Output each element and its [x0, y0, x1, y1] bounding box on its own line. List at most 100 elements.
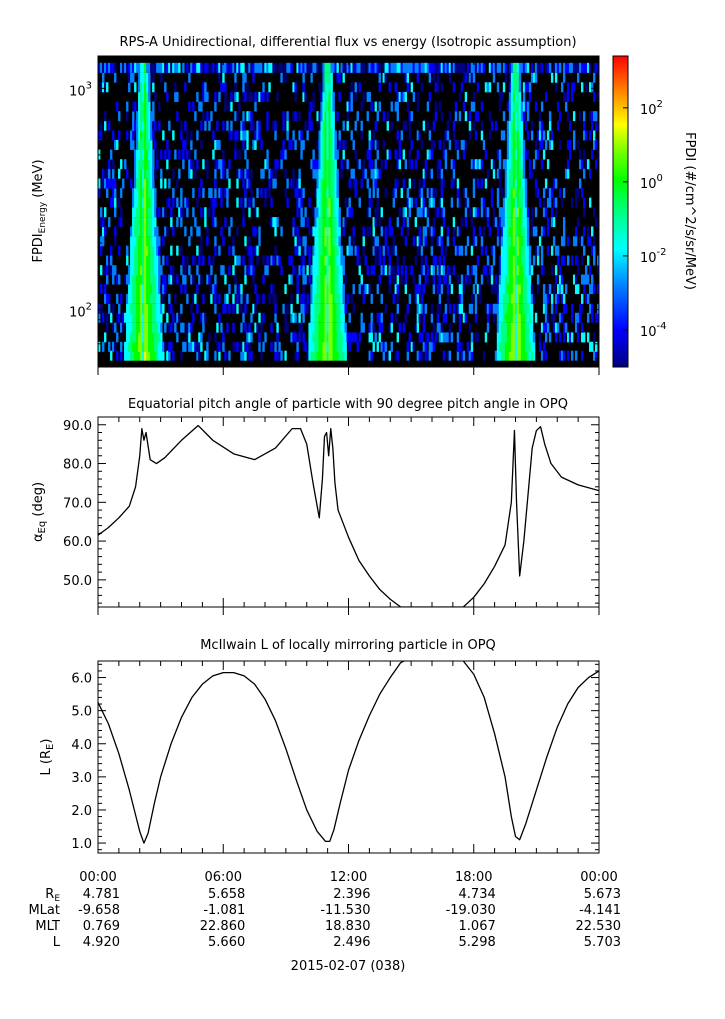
spectrogram-cell [168, 178, 171, 189]
spectrogram-cell [310, 284, 313, 295]
spectrogram-cell [438, 284, 442, 295]
spectrogram-cell [342, 72, 345, 83]
spectrogram-cell [456, 341, 460, 352]
spectrogram-cell [202, 207, 205, 218]
spectrogram-cell [144, 274, 147, 285]
spectrogram-cell [208, 332, 211, 343]
spectrogram-cell [460, 139, 464, 150]
spectrogram-cell [226, 168, 229, 179]
spectrogram-cell [546, 62, 550, 73]
spectrogram-cell [134, 312, 137, 323]
spectrogram-cell [184, 226, 187, 237]
spectrogram-cell [194, 62, 197, 73]
spectrogram-cell [120, 293, 123, 304]
spectrogram-cell [170, 62, 173, 73]
spectrogram-cell [464, 197, 468, 208]
spectrogram-cell [138, 303, 141, 314]
spectrogram-cell [332, 350, 335, 361]
spectrogram-cell [452, 130, 456, 141]
spectrogram-cell [360, 101, 363, 112]
spectrogram-cell [492, 312, 496, 323]
spectrogram-cell [550, 217, 554, 228]
spectrogram-cell [404, 62, 408, 73]
spectrogram-cell [500, 341, 504, 352]
spectrogram-cell [242, 217, 245, 228]
spectrogram-cell [428, 62, 432, 73]
spectrogram-cell [422, 120, 426, 131]
spectrogram-cell [100, 265, 103, 276]
spectrogram-cell [592, 207, 596, 218]
spectrogram-cell [152, 111, 155, 122]
spectrogram-cell [516, 120, 520, 131]
spectrogram-cell [506, 274, 510, 285]
spectrogram-cell [458, 322, 462, 333]
spectrogram-cell [154, 120, 157, 131]
spectrogram-cell [592, 130, 596, 141]
spectrogram-cell [218, 341, 221, 352]
spectrogram-cell [456, 303, 460, 314]
spectrogram-cell [134, 265, 137, 276]
spectrogram-cell [572, 82, 576, 93]
spectrogram-cell [114, 341, 117, 352]
spectrogram-cell [136, 350, 139, 361]
spectrogram-cell [532, 72, 536, 83]
spectrogram-cell [142, 120, 145, 131]
spectrogram-cell [138, 159, 141, 170]
spectrogram-cell [394, 101, 397, 112]
spectrogram-cell [154, 274, 157, 285]
spectrogram-cell [406, 350, 410, 361]
spectrogram-cell [130, 350, 133, 361]
spectrogram-cell [148, 303, 151, 314]
spectrogram-cell [200, 207, 203, 218]
ephemeris-value: 2.396 [333, 887, 370, 902]
spectrogram-cell [594, 341, 598, 352]
spectrogram-cell [176, 217, 179, 228]
spectrogram-cell [474, 111, 478, 122]
spectrogram-cell [418, 178, 422, 189]
spectrogram-cell [184, 82, 187, 93]
spectrogram-cell [222, 82, 225, 93]
pitch-angle-line [98, 424, 599, 607]
spectrogram-cell [126, 130, 129, 141]
spectrogram-cell [390, 245, 393, 256]
spectrogram-cell [206, 111, 209, 122]
spectrogram-cell [438, 322, 442, 333]
spectrogram-cell [310, 322, 313, 333]
spectrogram-cell [406, 72, 410, 83]
spectrogram-cell [516, 265, 520, 276]
spectrogram-cell [514, 341, 518, 352]
spectrogram-cell [160, 322, 163, 333]
spectrogram-cell [528, 341, 532, 352]
spectrogram-cell [306, 130, 309, 141]
spectrogram-cell [160, 350, 163, 361]
spectrogram-cell [318, 350, 321, 361]
spectrogram-cell [482, 197, 486, 208]
spectrogram-cell [334, 274, 337, 285]
spectrogram-cell [142, 284, 145, 295]
spectrogram-cell [420, 284, 424, 295]
spectrogram-cell [408, 293, 412, 304]
spectrogram-cell [516, 111, 520, 122]
spectrogram-cell [362, 245, 365, 256]
spectrogram-cell [326, 332, 329, 343]
spectrogram-cell [536, 284, 540, 295]
spectrogram-cell [500, 303, 504, 314]
spectrogram-cell [528, 168, 532, 179]
spectrogram-cell [438, 274, 442, 285]
spectrogram-cell [194, 111, 197, 122]
spectrogram-cell [350, 293, 353, 304]
spectrogram-cell [450, 332, 454, 343]
spectrogram-cell [298, 312, 301, 323]
spectrogram-cell [362, 226, 365, 237]
spectrogram-cell [214, 188, 217, 199]
spectrogram-cell [570, 312, 574, 323]
spectrogram-cell [274, 168, 277, 179]
spectrogram-cell [440, 168, 444, 179]
spectrogram-cell [354, 149, 357, 160]
spectrogram-cell [228, 265, 231, 276]
spectrogram-cell [332, 274, 335, 285]
spectrogram-cell [502, 322, 506, 333]
spectrogram-cell [316, 303, 319, 314]
spectrogram-cell [510, 341, 514, 352]
spectrogram-cell [144, 91, 147, 102]
